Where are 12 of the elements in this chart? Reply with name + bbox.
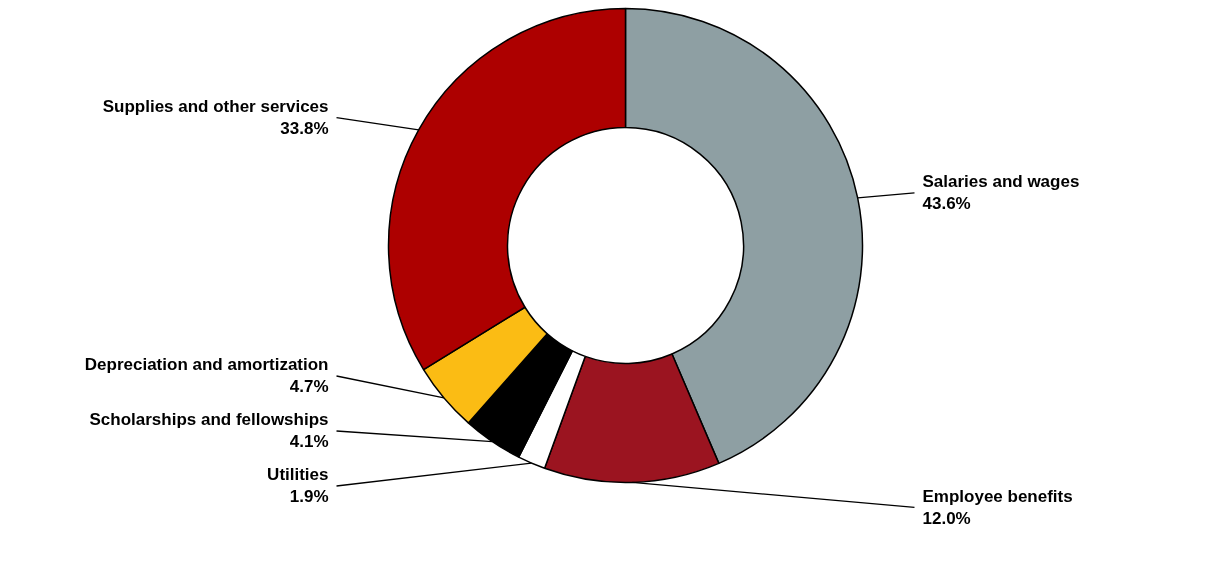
data-label: 33.8%	[280, 119, 329, 139]
data-label: 1.9%	[289, 487, 329, 507]
data-label: 43.6%	[922, 194, 971, 214]
slice-label: Supplies and other services	[102, 97, 329, 117]
data-label: 4.7%	[289, 377, 329, 397]
data-label: 12.0%	[922, 508, 971, 528]
slice-label: Scholarships and fellowships	[89, 410, 329, 430]
data-label: 4.1%	[289, 432, 329, 452]
slice-label: Salaries and wages	[922, 172, 1080, 192]
slice-label: Utilities	[267, 465, 329, 485]
slice-label: Depreciation and amortization	[84, 355, 329, 375]
slice-label: Employee benefits	[922, 486, 1073, 506]
